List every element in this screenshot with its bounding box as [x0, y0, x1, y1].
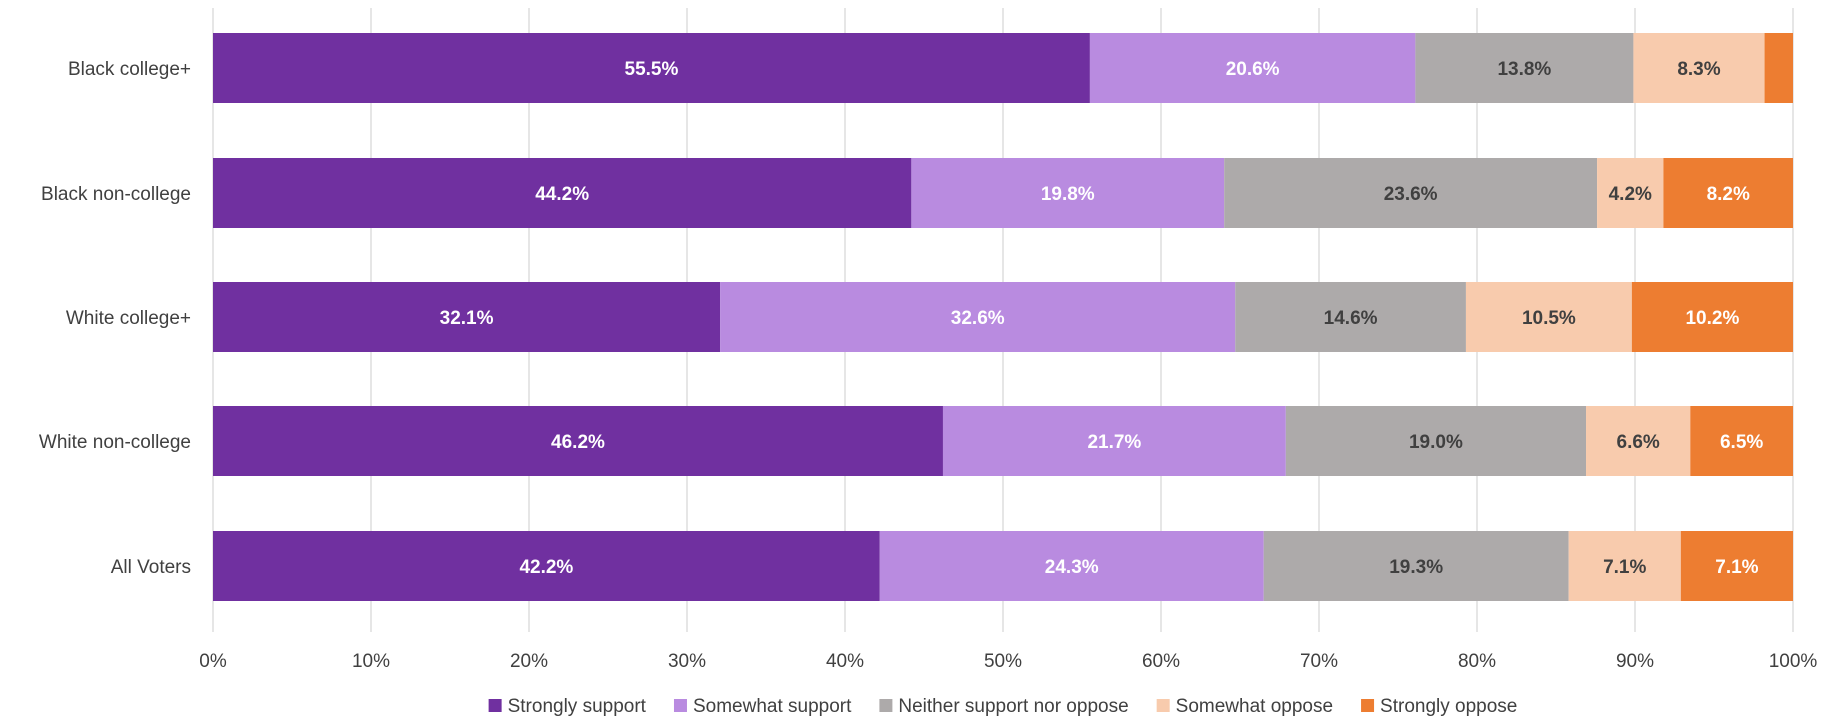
bar-somewhat-oppose: [1568, 531, 1681, 601]
bar-strongly-support: [213, 33, 1090, 103]
legend: Strongly support Somewhat support Neither …: [488, 696, 1517, 717]
category-label: All Voters: [111, 557, 191, 578]
bar-neither-support-nor-oppose: [1235, 282, 1466, 352]
data-label: 19.3%: [1389, 557, 1443, 578]
bar-strongly-oppose: [1631, 282, 1793, 352]
x-tick-label: 0%: [199, 651, 227, 672]
x-tick-label: 50%: [984, 651, 1022, 672]
bar-neither-support-nor-oppose: [1263, 531, 1569, 601]
x-tick-label: 80%: [1458, 651, 1496, 672]
bar-strongly-oppose: [1764, 33, 1793, 103]
x-tick-label: 30%: [668, 651, 706, 672]
legend-swatch: [1156, 699, 1170, 712]
bar-somewhat-oppose: [1465, 282, 1632, 352]
legend-swatch: [673, 699, 687, 712]
legend-label: Strongly support: [508, 696, 647, 717]
bar-strongly-support: [213, 282, 721, 352]
bar-somewhat-support: [720, 282, 1236, 352]
data-labels: 55.5% 20.6% 13.8% 8.3% 44.2% 19.8% 23.6% 4.2% 8.…: [440, 59, 1764, 578]
data-label: 19.0%: [1409, 432, 1463, 453]
x-tick-label: 90%: [1616, 651, 1654, 672]
data-label: 55.5%: [625, 59, 679, 80]
legend-label: Somewhat oppose: [1176, 696, 1333, 717]
bar-somewhat-support: [942, 406, 1286, 476]
legend-item-somewhat-oppose: Somewhat oppose: [1156, 696, 1333, 717]
legend-item-strongly-oppose: Strongly oppose: [1361, 696, 1517, 717]
data-label: 10.5%: [1522, 308, 1576, 329]
category-label: Black college+: [68, 59, 191, 80]
data-label: 4.2%: [1609, 184, 1652, 205]
legend-item-somewhat-support: Somewhat support: [673, 696, 852, 717]
bar-strongly-support: [213, 531, 880, 601]
x-axis-tick-labels: 0% 10% 20% 30% 40% 50% 60% 70% 80% 90% 100%: [199, 651, 1817, 672]
bar-somewhat-oppose: [1633, 33, 1765, 103]
data-label: 44.2%: [535, 184, 589, 205]
bar-strongly-support: [213, 406, 943, 476]
bars: [213, 33, 1793, 601]
data-label: 23.6%: [1384, 184, 1438, 205]
legend-item-strongly-support: Strongly support: [488, 696, 647, 717]
bar-strongly-oppose: [1663, 158, 1793, 228]
data-label: 21.7%: [1087, 432, 1141, 453]
category-label: Black non-college: [41, 184, 191, 205]
data-label: 46.2%: [551, 432, 605, 453]
bar-strongly-support: [213, 158, 912, 228]
data-label: 10.2%: [1685, 308, 1739, 329]
data-label: 14.6%: [1324, 308, 1378, 329]
data-label: 32.6%: [951, 308, 1005, 329]
legend-swatch: [488, 699, 502, 712]
x-tick-label: 40%: [826, 651, 864, 672]
data-label: 8.2%: [1707, 184, 1750, 205]
legend-label: Neither support nor oppose: [898, 696, 1128, 717]
bar-neither-support-nor-oppose: [1415, 33, 1634, 103]
bar-neither-support-nor-oppose: [1285, 406, 1587, 476]
legend-label: Strongly oppose: [1380, 696, 1517, 717]
bar-somewhat-support: [1089, 33, 1416, 103]
bar-neither-support-nor-oppose: [1224, 158, 1598, 228]
data-label: 32.1%: [440, 308, 494, 329]
category-labels: Black college+ Black non-college White col…: [39, 59, 191, 578]
bar-somewhat-support: [879, 531, 1264, 601]
data-label: 42.2%: [519, 557, 573, 578]
data-label: 19.8%: [1041, 184, 1095, 205]
legend-swatch: [879, 699, 893, 712]
bar-somewhat-oppose: [1597, 158, 1664, 228]
data-label: 7.1%: [1715, 557, 1758, 578]
bar-somewhat-support: [911, 158, 1225, 228]
data-label: 8.3%: [1677, 59, 1720, 80]
data-label: 13.8%: [1497, 59, 1551, 80]
x-tick-label: 100%: [1769, 651, 1818, 672]
data-label: 20.6%: [1226, 59, 1280, 80]
data-label: 24.3%: [1045, 557, 1099, 578]
data-label: 6.5%: [1720, 432, 1763, 453]
legend-label: Somewhat support: [693, 696, 852, 717]
x-tick-label: 10%: [352, 651, 390, 672]
legend-swatch: [1361, 699, 1375, 712]
x-tick-label: 20%: [510, 651, 548, 672]
category-label: White non-college: [39, 432, 191, 453]
bar-strongly-oppose: [1690, 406, 1793, 476]
x-tick-label: 60%: [1142, 651, 1180, 672]
legend-item-neither-support-nor-oppose: Neither support nor oppose: [879, 696, 1129, 717]
bar-strongly-oppose: [1680, 531, 1793, 601]
data-label: 6.6%: [1617, 432, 1660, 453]
data-label: 7.1%: [1603, 557, 1646, 578]
category-label: White college+: [66, 308, 191, 329]
bar-somewhat-oppose: [1586, 406, 1691, 476]
x-tick-label: 70%: [1300, 651, 1338, 672]
